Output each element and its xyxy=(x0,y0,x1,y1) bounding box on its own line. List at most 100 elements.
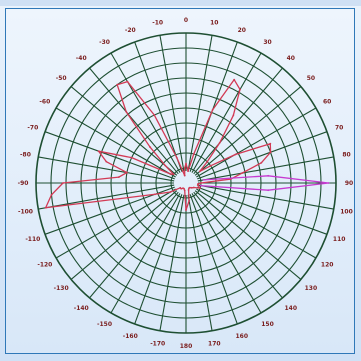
angle-tick-label: 20 xyxy=(238,27,246,34)
data-point xyxy=(117,176,120,179)
data-point xyxy=(218,141,221,144)
data-point xyxy=(154,193,156,196)
angle-tick-label: 140 xyxy=(285,305,298,312)
data-point xyxy=(183,167,186,169)
polar-grid xyxy=(35,32,337,334)
data-point xyxy=(198,170,201,173)
angle-tick-label: 90 xyxy=(345,180,353,187)
data-point xyxy=(233,78,236,81)
angle-tick-label: 130 xyxy=(305,285,318,292)
data-point xyxy=(192,186,195,189)
data-point xyxy=(169,173,172,175)
grid-spoke xyxy=(110,52,181,173)
grid-spoke xyxy=(197,184,334,210)
angle-tick-label: -160 xyxy=(123,333,138,340)
grid-spoke xyxy=(38,184,175,210)
angle-tick-label: -50 xyxy=(56,75,67,82)
angle-tick-label: 110 xyxy=(333,236,346,243)
data-point xyxy=(126,80,129,83)
data-point xyxy=(182,187,184,190)
data-point xyxy=(149,146,151,148)
grid-spoke xyxy=(38,156,175,182)
data-point xyxy=(190,186,193,189)
data-point xyxy=(211,108,214,111)
grid-spoke xyxy=(197,186,328,235)
grid-spoke xyxy=(159,194,185,331)
series-line xyxy=(45,79,272,211)
grid-spoke xyxy=(197,156,334,182)
grid-spoke xyxy=(193,191,283,299)
data-point xyxy=(187,170,189,173)
grid-spoke xyxy=(196,188,317,259)
angle-tick-label: -70 xyxy=(27,124,38,131)
grid-spoke xyxy=(44,131,175,180)
grid-spoke xyxy=(191,52,262,173)
angle-tick-label: -130 xyxy=(54,285,69,292)
data-point xyxy=(50,193,53,196)
angle-tick-label: 10 xyxy=(210,19,218,26)
angle-tick-label: -90 xyxy=(18,180,29,187)
data-point xyxy=(199,184,202,187)
angle-tick-label: -40 xyxy=(76,55,87,62)
data-point xyxy=(130,156,133,159)
data-point xyxy=(97,150,100,153)
grid-spoke xyxy=(134,41,183,172)
angle-tick-label: 0 xyxy=(184,17,188,24)
data-point xyxy=(209,164,212,167)
angle-tick-label: 100 xyxy=(340,208,353,215)
data-point xyxy=(241,172,244,175)
angle-tick-label: -60 xyxy=(39,99,50,106)
data-point xyxy=(169,191,172,193)
data-point xyxy=(62,182,64,184)
angle-tick-label: 30 xyxy=(263,39,271,46)
data-point xyxy=(199,187,202,190)
data-point xyxy=(206,160,209,163)
angle-tick-label: 170 xyxy=(208,341,221,348)
data-point xyxy=(116,83,119,86)
grid-spoke xyxy=(194,190,302,280)
data-point xyxy=(125,110,128,113)
angle-tick-label: 60 xyxy=(323,99,331,106)
angle-tick-label: 160 xyxy=(235,333,248,340)
angle-tick-label: 50 xyxy=(307,75,315,82)
data-point xyxy=(153,114,156,116)
grid-spoke xyxy=(70,86,178,176)
grid-spoke xyxy=(191,193,262,314)
angle-tick-label: 80 xyxy=(342,152,350,159)
angle-tick-label: -110 xyxy=(25,236,40,243)
grid-spoke xyxy=(187,35,213,172)
grid-spoke xyxy=(89,67,179,175)
grid-spoke xyxy=(193,67,283,175)
chart-panel xyxy=(5,8,355,354)
angle-tick-label: -150 xyxy=(97,321,112,328)
data-point xyxy=(200,182,202,184)
window-top-strip xyxy=(0,0,361,6)
data-point xyxy=(185,209,187,211)
angle-tick-label: 180 xyxy=(180,343,193,350)
angle-tick-label: -80 xyxy=(20,152,31,159)
grid-spoke xyxy=(55,188,176,259)
data-point xyxy=(187,189,190,191)
data-point xyxy=(183,174,186,177)
angle-tick-label: 120 xyxy=(321,262,334,269)
angle-tick-label: -120 xyxy=(37,262,52,269)
series-layer xyxy=(44,78,330,211)
angle-tick-label: 150 xyxy=(261,321,274,328)
grid-spoke xyxy=(189,194,238,325)
data-point xyxy=(183,189,186,192)
angle-tick-label: -140 xyxy=(74,305,89,312)
data-point xyxy=(267,174,270,177)
data-point xyxy=(232,114,235,117)
grid-spoke xyxy=(55,107,176,178)
angle-tick-label: -170 xyxy=(150,341,165,348)
data-point xyxy=(188,187,190,190)
grid-spoke xyxy=(110,193,181,314)
data-point xyxy=(172,173,175,176)
data-point xyxy=(164,164,167,167)
data-point xyxy=(269,151,272,154)
data-point xyxy=(234,153,237,156)
data-point xyxy=(192,153,195,155)
data-point xyxy=(239,88,241,91)
data-point xyxy=(188,199,191,202)
